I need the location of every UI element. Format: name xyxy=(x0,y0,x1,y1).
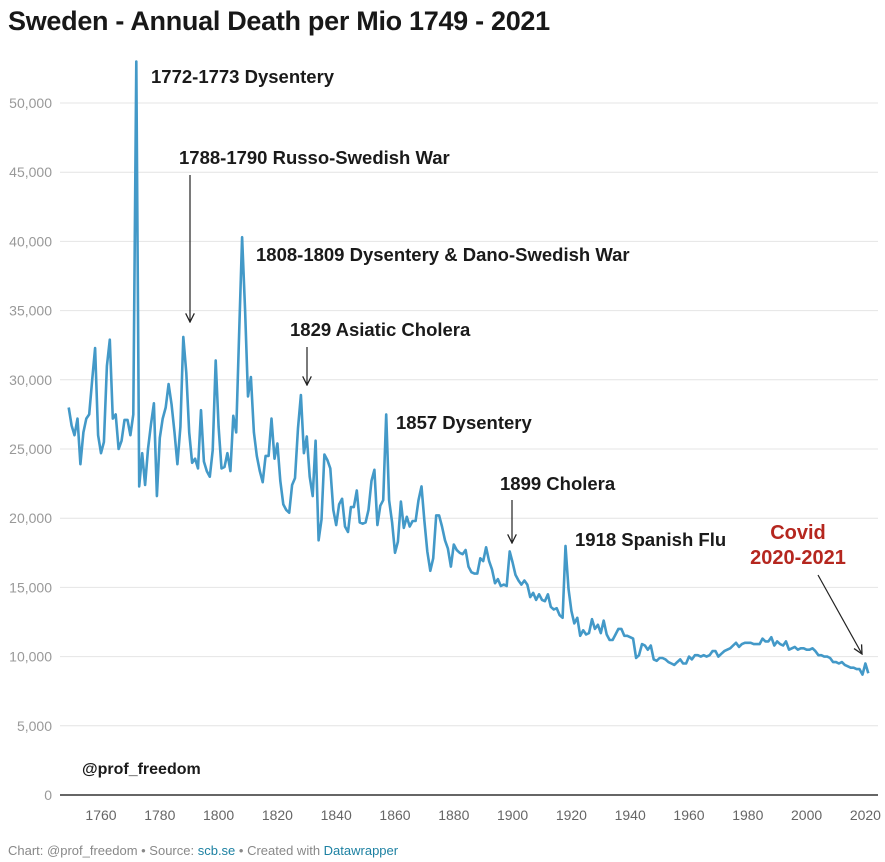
annotation-covid: Covid xyxy=(770,522,826,544)
y-tick-label: 30,000 xyxy=(9,372,52,388)
x-tick-label: 1900 xyxy=(497,807,528,823)
annotation-1918-spanish-flu: 1918 Spanish Flu xyxy=(575,529,726,550)
x-tick-label: 1760 xyxy=(85,807,116,823)
x-tick-label: 2020 xyxy=(850,807,881,823)
x-tick-label: 2000 xyxy=(791,807,822,823)
y-tick-label: 0 xyxy=(44,787,52,803)
y-tick-label: 40,000 xyxy=(9,233,52,249)
y-tick-label: 15,000 xyxy=(9,579,52,595)
arrow-covid xyxy=(817,574,862,654)
footer-credit: Chart: @prof_freedom • Source: xyxy=(8,843,198,858)
annotation-1808-dysentery-war: 1808-1809 Dysentery & Dano-Swedish War xyxy=(256,244,630,265)
source-link[interactable]: scb.se xyxy=(197,843,236,858)
annotation-1899-cholera: 1899 Cholera xyxy=(500,473,616,494)
x-tick-label: 1800 xyxy=(203,807,234,823)
x-tick-label: 1820 xyxy=(262,807,293,823)
watermark-handle: @prof_freedom xyxy=(82,761,201,778)
x-axis-ticks: 1760 1780 1800 1820 1840 1860 1880 1900 1920 1940… xyxy=(85,807,881,823)
y-tick-label: 35,000 xyxy=(9,303,52,319)
x-tick-label: 1860 xyxy=(379,807,410,823)
gridlines xyxy=(60,102,878,796)
annotation-1829-cholera: 1829 Asiatic Cholera xyxy=(290,319,471,340)
y-tick-label: 50,000 xyxy=(9,95,52,111)
annotation-1772-dysentery: 1772-1773 Dysentery xyxy=(151,66,335,87)
x-tick-label: 1920 xyxy=(556,807,587,823)
y-tick-label: 25,000 xyxy=(9,441,52,457)
chart-footer: Chart: @prof_freedom • Source: scb.se • … xyxy=(8,843,398,858)
annotation-1857-dysentery: 1857 Dysentery xyxy=(396,412,532,433)
x-tick-label: 1880 xyxy=(438,807,469,823)
y-tick-label: 5,000 xyxy=(17,718,52,734)
y-tick-label: 10,000 xyxy=(9,649,52,665)
datawrapper-link[interactable]: Datawrapper xyxy=(323,843,399,858)
chart-title: Sweden - Annual Death per Mio 1749 - 202… xyxy=(8,6,550,36)
y-axis-ticks: 0 5,000 10,000 15,000 20,000 25,000 30,000 35,0… xyxy=(9,95,52,803)
x-tick-label: 1940 xyxy=(615,807,646,823)
y-tick-label: 45,000 xyxy=(9,164,52,180)
series-line xyxy=(67,60,870,676)
y-tick-label: 20,000 xyxy=(9,510,52,526)
x-tick-label: 1840 xyxy=(321,807,352,823)
x-tick-label: 1960 xyxy=(673,807,704,823)
x-tick-label: 1780 xyxy=(144,807,175,823)
footer-created: • Created with xyxy=(235,843,324,858)
x-tick-label: 1980 xyxy=(732,807,763,823)
annotation-russo-swedish-war: 1788-1790 Russo-Swedish War xyxy=(179,147,450,168)
annotation-covid-years: 2020-2021 xyxy=(750,547,846,569)
